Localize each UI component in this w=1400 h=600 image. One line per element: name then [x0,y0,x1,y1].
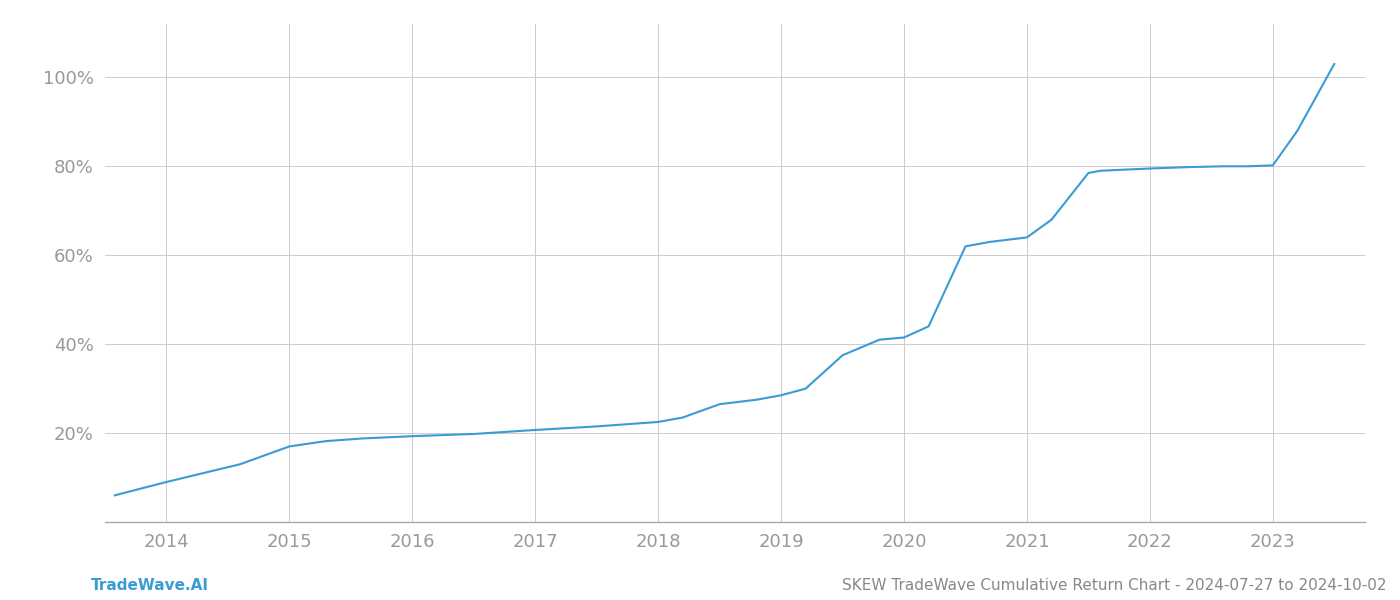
Text: SKEW TradeWave Cumulative Return Chart - 2024-07-27 to 2024-10-02: SKEW TradeWave Cumulative Return Chart -… [841,578,1386,593]
Text: TradeWave.AI: TradeWave.AI [91,578,209,593]
